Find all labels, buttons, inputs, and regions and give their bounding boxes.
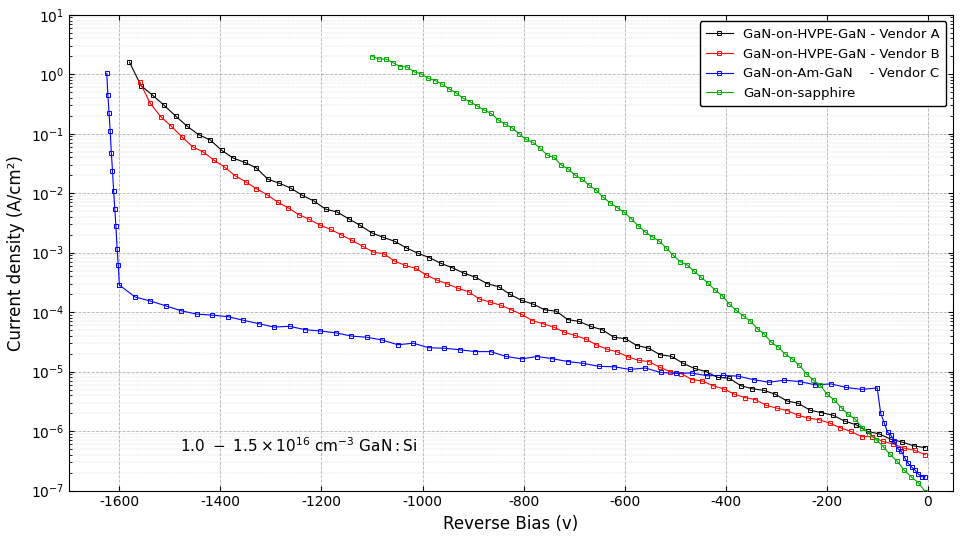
GaN-on-HVPE-GaN - Vendor B — [834, 424, 846, 431]
GaN-on-Am-GaN    - Vendor C — [315, 328, 326, 334]
GaN-on-sapphire — [724, 301, 735, 307]
Y-axis label: Current density (A/cm²): Current density (A/cm²) — [7, 155, 25, 350]
Line: GaN-on-sapphire: GaN-on-sapphire — [370, 54, 927, 494]
GaN-on-HVPE-GaN - Vendor B — [920, 451, 931, 458]
GaN-on-HVPE-GaN - Vendor A — [920, 444, 931, 451]
GaN-on-HVPE-GaN - Vendor B — [198, 149, 209, 156]
GaN-on-HVPE-GaN - Vendor A — [366, 230, 377, 236]
GaN-on-HVPE-GaN - Vendor A — [124, 59, 135, 65]
GaN-on-sapphire — [612, 204, 623, 211]
GaN-on-Am-GaN    - Vendor C — [160, 302, 172, 309]
GaN-on-HVPE-GaN - Vendor A — [308, 198, 320, 204]
GaN-on-HVPE-GaN - Vendor B — [781, 407, 793, 414]
GaN-on-sapphire — [744, 318, 756, 324]
GaN-on-HVPE-GaN - Vendor B — [760, 402, 772, 408]
Text: $1.0\ -\ 1.5\times10^{16}\ \mathrm{cm}^{-3}\ \mathrm{GaN:Si}$: $1.0\ -\ 1.5\times10^{16}\ \mathrm{cm}^{… — [180, 437, 417, 455]
GaN-on-Am-GaN    - Vendor C — [407, 340, 419, 347]
GaN-on-HVPE-GaN - Vendor A — [331, 209, 343, 215]
GaN-on-sapphire — [920, 488, 931, 495]
Line: GaN-on-HVPE-GaN - Vendor A: GaN-on-HVPE-GaN - Vendor A — [127, 60, 927, 450]
GaN-on-sapphire — [703, 280, 714, 286]
Line: GaN-on-Am-GaN    - Vendor C: GaN-on-Am-GaN - Vendor C — [105, 71, 927, 479]
GaN-on-HVPE-GaN - Vendor B — [729, 391, 740, 397]
GaN-on-sapphire — [367, 53, 378, 60]
GaN-on-sapphire — [695, 274, 707, 281]
Line: GaN-on-HVPE-GaN - Vendor B: GaN-on-HVPE-GaN - Vendor B — [137, 79, 927, 457]
X-axis label: Reverse Bias (v): Reverse Bias (v) — [444, 515, 579, 533]
GaN-on-HVPE-GaN - Vendor B — [133, 79, 145, 85]
GaN-on-HVPE-GaN - Vendor A — [562, 316, 573, 323]
GaN-on-HVPE-GaN - Vendor A — [804, 407, 816, 414]
GaN-on-Am-GaN    - Vendor C — [101, 70, 112, 77]
GaN-on-sapphire — [856, 424, 868, 431]
GaN-on-HVPE-GaN - Vendor B — [750, 396, 761, 403]
GaN-on-HVPE-GaN - Vendor A — [793, 400, 804, 407]
GaN-on-Am-GaN    - Vendor C — [578, 360, 589, 367]
Legend: GaN-on-HVPE-GaN - Vendor A, GaN-on-HVPE-GaN - Vendor B, GaN-on-Am-GaN    - Vendo: GaN-on-HVPE-GaN - Vendor A, GaN-on-HVPE-… — [700, 22, 947, 106]
GaN-on-Am-GaN    - Vendor C — [330, 329, 342, 336]
GaN-on-Am-GaN    - Vendor C — [439, 345, 450, 352]
GaN-on-Am-GaN    - Vendor C — [920, 474, 931, 480]
